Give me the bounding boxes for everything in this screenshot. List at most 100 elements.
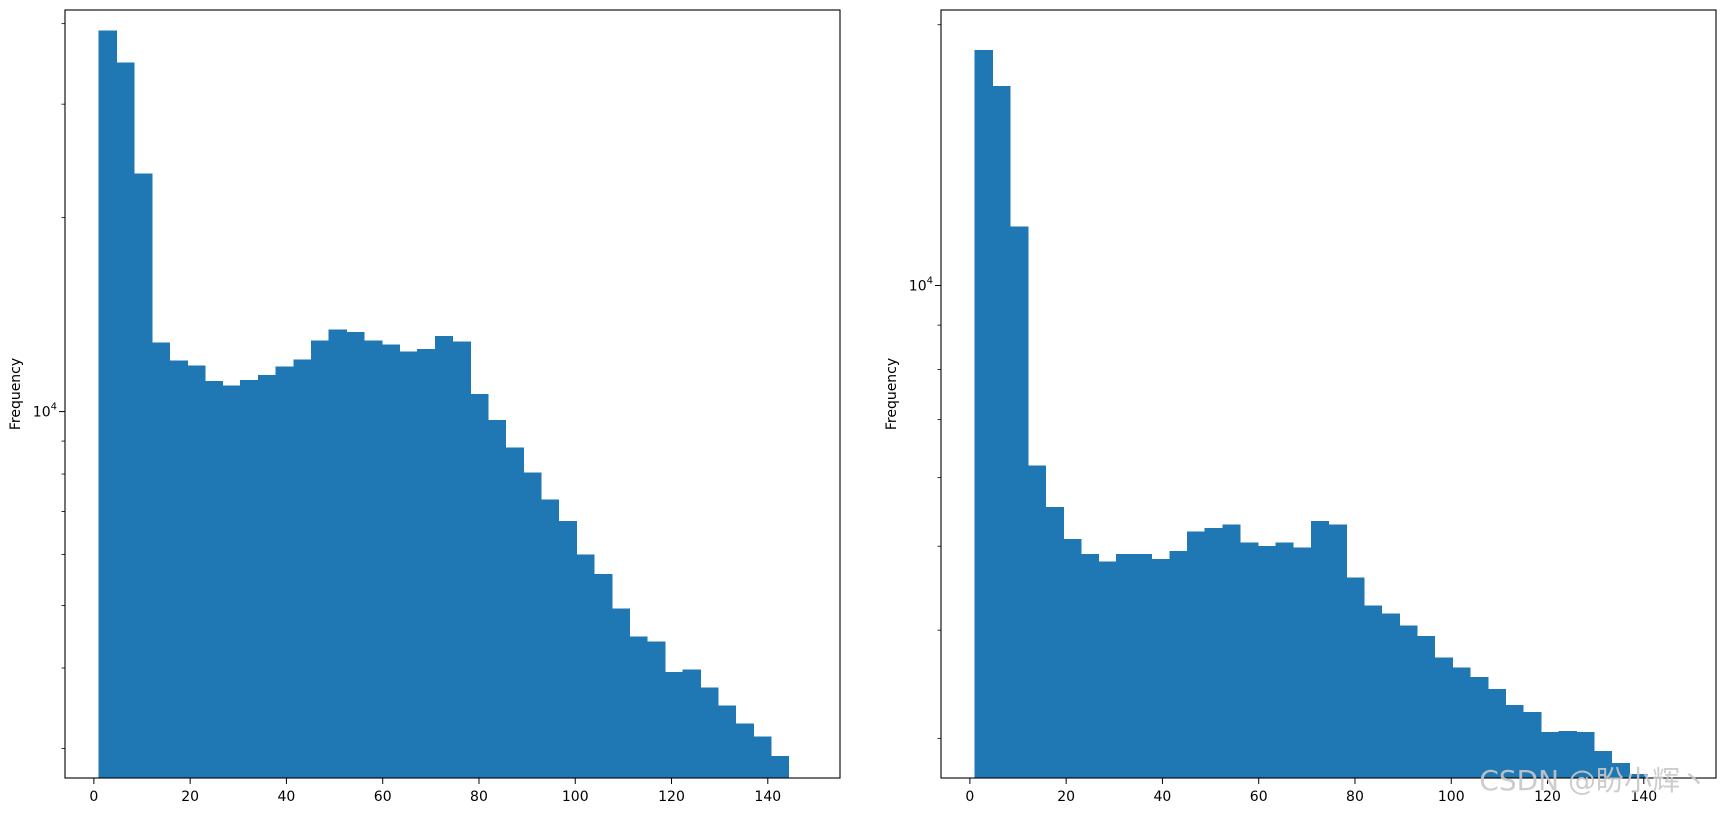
histogram-bar [487,420,507,778]
histogram-bar [558,521,577,778]
x-tick-label: 0 [89,789,98,805]
histogram-bar [664,672,684,778]
x-tick-label: 120 [658,789,685,805]
x-tick-label: 80 [470,789,488,805]
x-tick-label: 120 [1534,789,1561,805]
histogram-bar [1328,524,1347,778]
histogram-bar [523,472,542,778]
x-tick-label: 20 [181,789,199,805]
histogram-bar [257,374,277,778]
histogram-bar [151,342,171,778]
histogram-bar [1434,657,1453,778]
histogram-bar [399,351,418,778]
histogram-bar [434,336,454,778]
chart-2: 0 20 40 60 80 100 120 140 104 Frequency [884,9,1717,805]
histogram-bar [169,360,188,778]
x-tick-label: 60 [1250,789,1268,805]
histogram-bar [1487,689,1506,778]
x-tick-label: 100 [562,789,589,805]
histogram-bar [594,573,613,778]
histogram-bar [1346,577,1365,778]
histogram-bar [1470,677,1489,778]
histogram-bar [134,173,153,778]
histogram-bar [1505,704,1524,778]
histogram-bar [1151,559,1170,778]
y-axis-label: Frequency [8,358,24,430]
histogram-bar [1576,732,1595,778]
histogram-bar [1240,542,1259,778]
histogram-bar [1186,531,1206,778]
histogram-bar [1399,625,1418,778]
histogram-bar [275,366,294,778]
x-tick-label: 80 [1346,789,1364,805]
histogram-bar [974,50,993,778]
histogram-bar [470,393,489,778]
histogram-bar [1133,553,1153,778]
y-axis-label: Frequency [884,358,900,430]
histogram-bars [974,50,1648,778]
x-tick-label: 0 [965,789,974,805]
histogram-bar [505,447,524,778]
histogram-bar [629,636,648,778]
histogram-bar [1629,773,1648,778]
histogram-bar [1416,635,1436,778]
histogram-bar [992,85,1011,778]
y-tick-label: 104 [33,402,57,421]
histogram-bar [1593,751,1613,778]
axes-frame [940,9,1717,779]
histogram-bar [1116,553,1135,778]
histogram-bar [328,329,347,778]
histogram-bar [647,641,666,778]
histogram-bar [717,705,737,778]
x-tick-label: 40 [1154,789,1172,805]
histogram-bar [1275,542,1294,778]
histogram-bar [417,349,436,778]
histogram-bar [540,499,560,778]
watermark-text: CSDN @盼小辉丶 [1479,764,1708,797]
histogram-bar [98,30,117,779]
x-tick-label: 20 [1057,789,1075,805]
histogram-bar [1310,520,1330,778]
y-axis: 104 [33,23,65,749]
histogram-bar [1063,538,1082,778]
x-tick-label: 140 [754,789,781,805]
histogram-bar [1027,465,1047,778]
axes-frame [64,9,841,779]
histogram-bar [753,736,772,778]
histogram-bar [187,365,206,778]
x-axis: 0 20 40 60 80 100 120 140 [89,778,781,805]
histogram-bar [1293,547,1312,778]
histogram-bar [293,359,312,778]
histogram-bar [116,62,135,779]
histogram-bar [576,554,595,778]
histogram-bar [1222,524,1241,778]
x-tick-label: 140 [1630,789,1657,805]
histogram-bar [1452,667,1471,778]
histogram-bar [1540,732,1560,778]
x-tick-label: 40 [278,789,296,805]
histogram-bar [1010,226,1029,778]
histogram-bar [1098,561,1117,778]
histogram-bars [98,30,790,779]
y-axis: 104 [909,24,941,739]
histogram-bar [1080,553,1100,778]
histogram-bar [310,340,330,778]
histogram-bar [1045,506,1064,778]
histogram-bar [346,331,365,778]
histogram-bar [1558,730,1577,778]
histogram-bar [452,341,471,778]
x-axis: 0 20 40 60 80 100 120 140 [965,778,1657,805]
histogram-bar [1381,613,1400,778]
x-tick-label: 100 [1438,789,1465,805]
histogram-bar [1204,527,1223,778]
chart-1: 0 20 40 60 80 100 120 140 104 Frequency [8,9,841,805]
histogram-bar [204,381,224,778]
histogram-bar [611,608,630,778]
histogram-bar [240,379,259,778]
histogram-bar [770,756,790,778]
x-tick-label: 60 [374,789,392,805]
histogram-bar [1611,762,1630,778]
histogram-bar [1523,711,1542,778]
